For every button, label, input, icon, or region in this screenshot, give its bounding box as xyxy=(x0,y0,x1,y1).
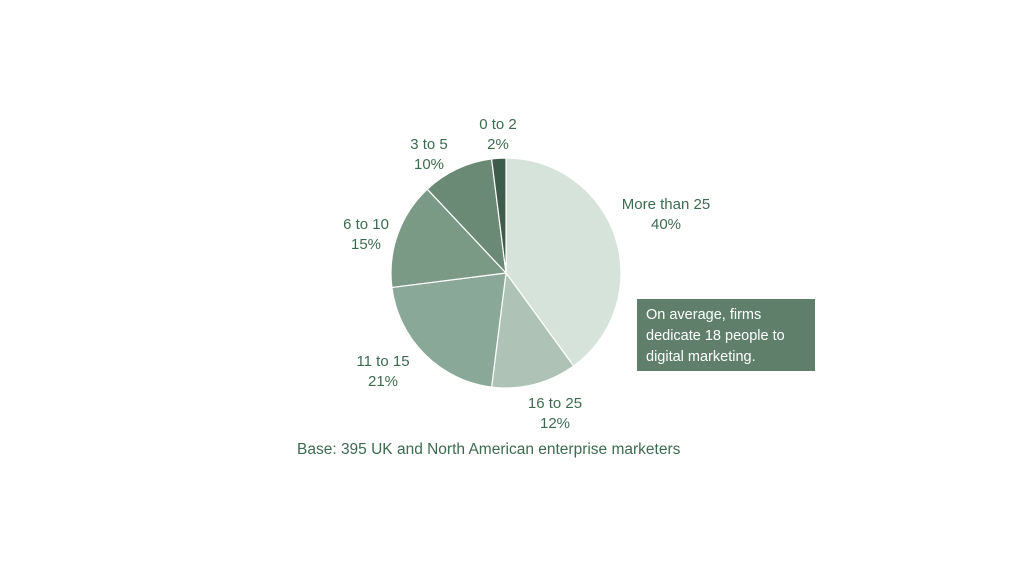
pie-slice xyxy=(505,157,622,367)
slice-label: 0 to 2 2% xyxy=(479,116,517,153)
slice-value-label: 40% xyxy=(651,216,681,233)
slice-label: 3 to 5 10% xyxy=(410,136,448,173)
slice-category-label: 3 to 5 xyxy=(410,136,448,153)
slice-value-label: 2% xyxy=(487,136,509,153)
slice-category-label: 0 to 2 xyxy=(479,116,517,133)
pie-slices xyxy=(390,157,622,389)
pie-labels: More than 25 40% 16 to 25 12% 11 to 15 21% 6 t… xyxy=(343,116,710,432)
pie-slice xyxy=(490,157,507,274)
annotation-callout: On average, firms dedicate 18 people to … xyxy=(637,299,815,371)
slice-category-label: 16 to 25 xyxy=(528,395,582,412)
slice-category-label: 6 to 10 xyxy=(343,216,389,233)
base-footnote: Base: 395 UK and North American enterpri… xyxy=(297,441,681,458)
pie-slice xyxy=(390,188,507,289)
pie-slice xyxy=(490,272,575,389)
slice-value-label: 15% xyxy=(351,236,381,253)
slice-value-label: 10% xyxy=(414,156,444,173)
slice-category-label: More than 25 xyxy=(622,196,710,213)
pie-slice xyxy=(391,272,507,388)
slice-label: More than 25 40% xyxy=(622,196,710,233)
slice-value-label: 12% xyxy=(540,415,570,432)
pie-slice xyxy=(426,158,507,274)
slice-label: 6 to 10 15% xyxy=(343,216,389,253)
slice-label: 16 to 25 12% xyxy=(528,395,582,432)
slice-value-label: 21% xyxy=(368,373,398,390)
annotation-text: On average, firms dedicate 18 people to … xyxy=(646,307,785,365)
slice-category-label: 11 to 15 xyxy=(356,353,409,370)
slice-label: 11 to 15 21% xyxy=(356,353,409,390)
